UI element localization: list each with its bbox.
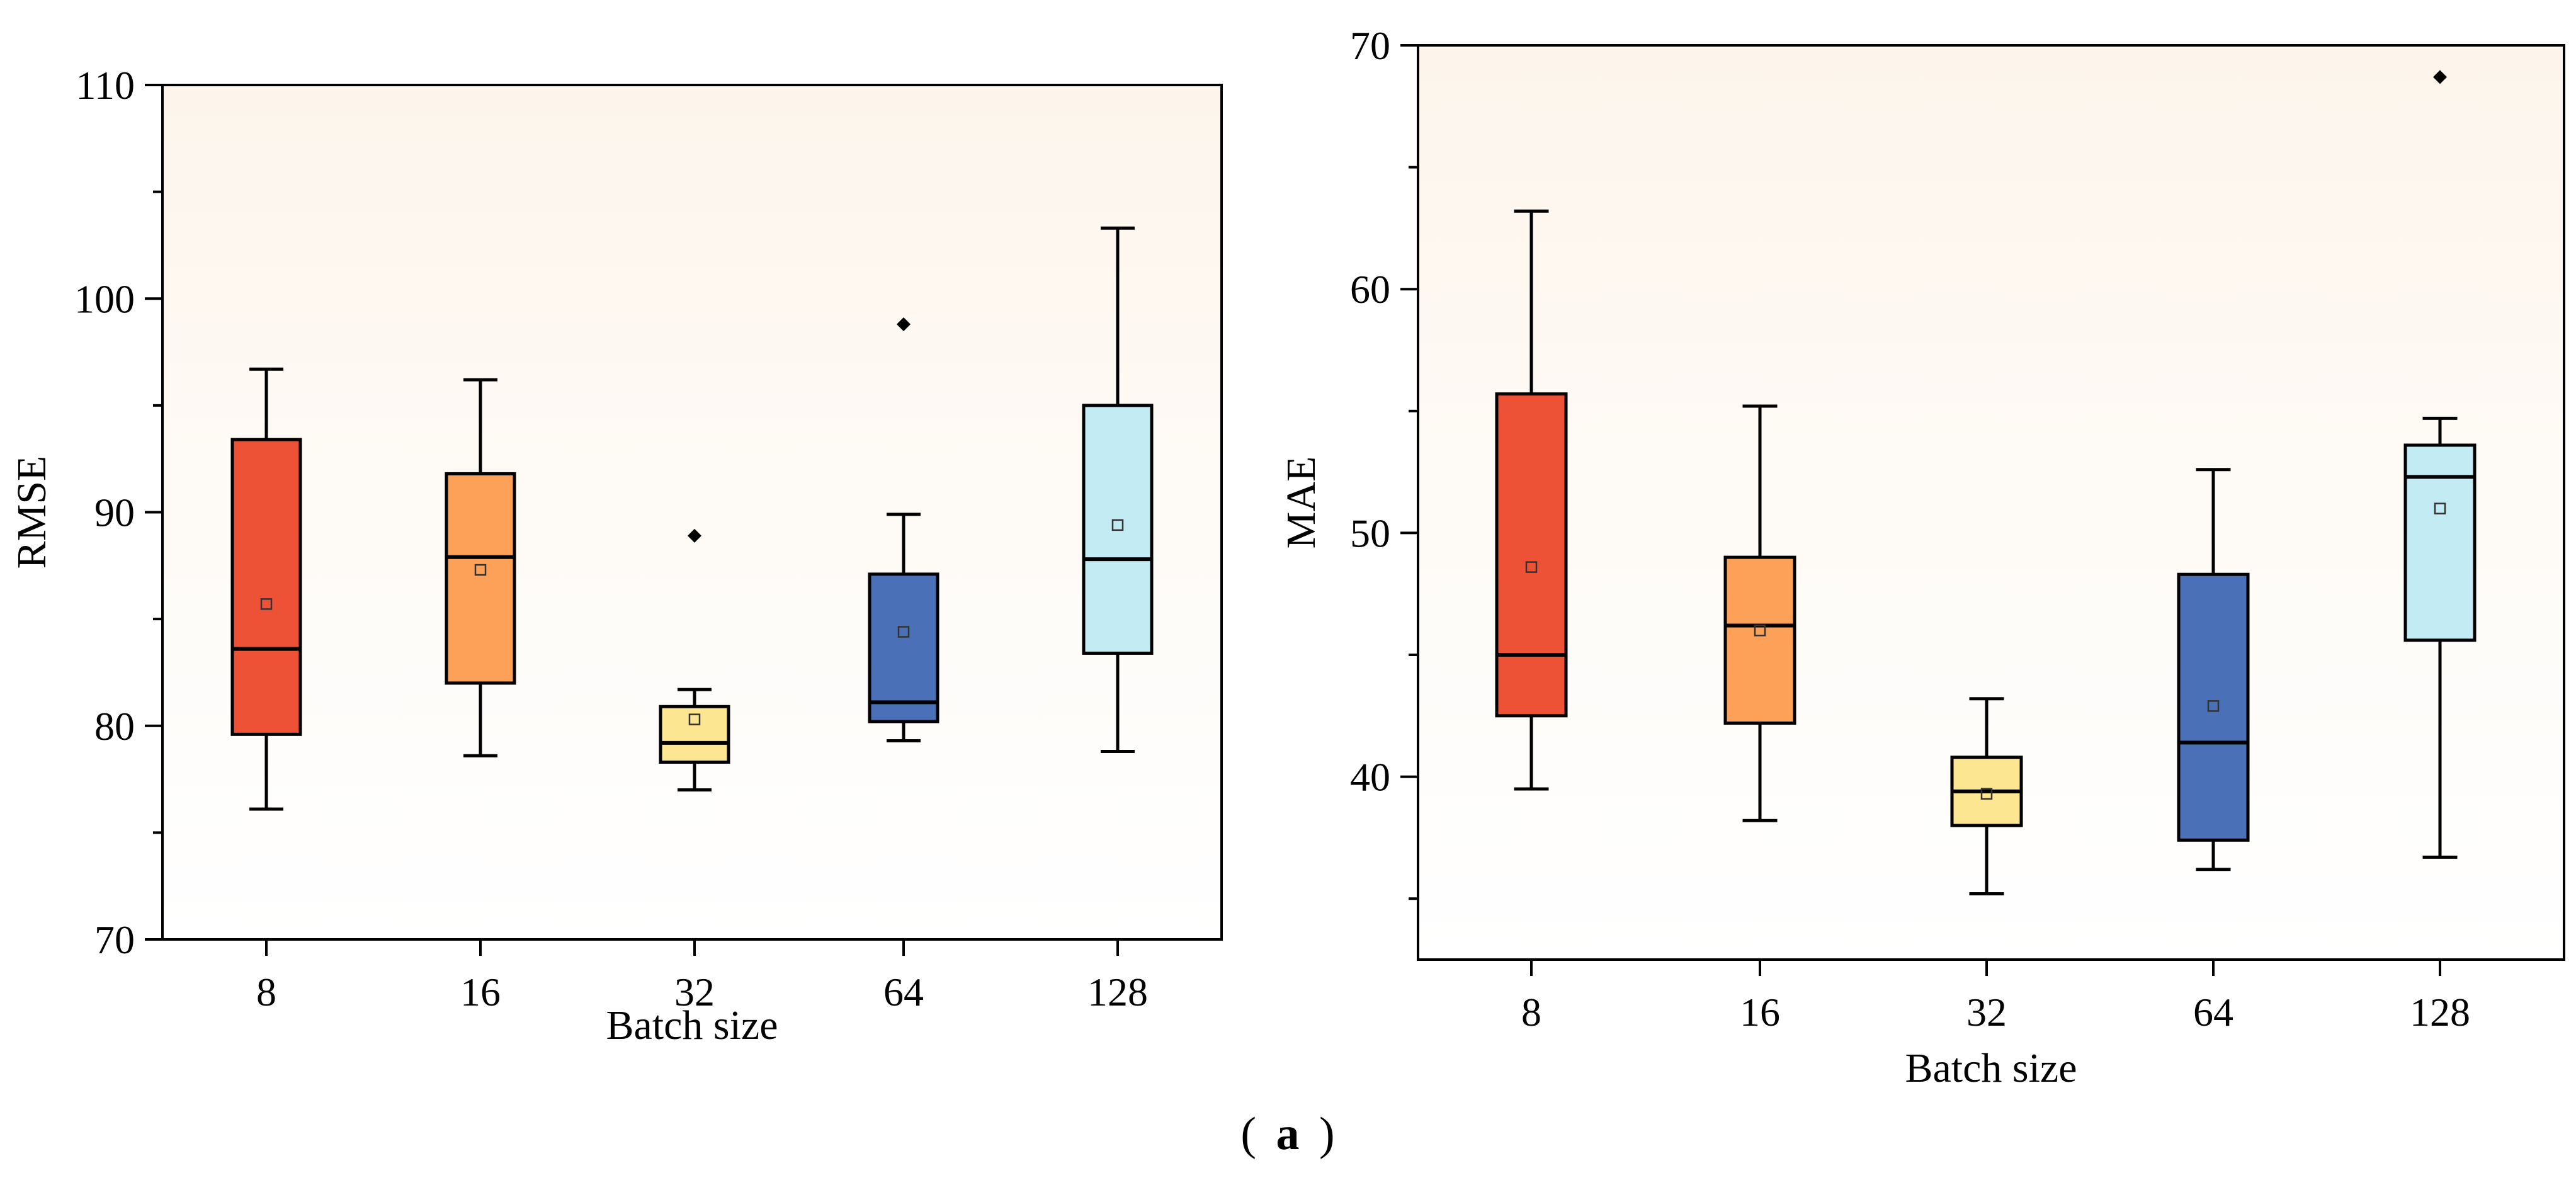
caption-close-paren: ) xyxy=(1319,1108,1335,1160)
outlier-point xyxy=(688,528,701,543)
x-tick-label: 128 xyxy=(2410,990,2470,1035)
plot-frame xyxy=(161,84,1223,941)
box-16 xyxy=(1723,555,1796,725)
y-tick-label: 70 xyxy=(94,917,135,962)
box-32 xyxy=(659,705,730,764)
x-axis-label: Batch size xyxy=(606,1002,778,1048)
rmse-chart: 70 80 90 100 110 8 16 32 64 128 Batch size RMSE xyxy=(9,63,1223,1048)
box-64 xyxy=(868,572,939,723)
outlier-point xyxy=(897,317,911,331)
x-axis-label: Batch size xyxy=(1905,1045,2077,1091)
box-64 xyxy=(2177,572,2250,842)
x-tick-label: 8 xyxy=(256,970,276,1014)
y-tick-label: 70 xyxy=(1350,23,1390,68)
x-tick-label: 128 xyxy=(1087,970,1148,1014)
x-tick-label: 32 xyxy=(674,970,715,1014)
box-128 xyxy=(2403,443,2477,642)
mean-marker xyxy=(474,564,487,576)
y-tick-label: 100 xyxy=(74,276,135,321)
x-tick-label: 16 xyxy=(460,970,501,1014)
mean-marker xyxy=(1754,625,1766,637)
y-axis-label: RMSE xyxy=(9,456,55,569)
caption-open-paren: ( xyxy=(1240,1108,1256,1160)
y-tick-label: 90 xyxy=(94,490,135,535)
caption-label: a xyxy=(1276,1108,1300,1160)
plot-background xyxy=(162,85,1222,939)
mae-chart: 40 50 60 70 8 16 32 64 128 Batch size MAE xyxy=(1278,23,2565,1091)
mean-marker xyxy=(260,598,273,610)
y-axis-label: MAE xyxy=(1278,456,1324,549)
mean-marker xyxy=(688,713,701,725)
mean-marker xyxy=(1111,519,1124,531)
outlier-point xyxy=(2433,70,2447,84)
box-8 xyxy=(1495,392,1568,718)
y-tick-label: 80 xyxy=(94,704,135,749)
y-tick-label: 50 xyxy=(1350,511,1390,555)
mean-marker xyxy=(1525,561,1538,573)
mean-marker xyxy=(2207,700,2220,712)
mean-marker xyxy=(897,626,910,638)
box-8 xyxy=(230,438,302,736)
x-tick-label: 64 xyxy=(2193,990,2233,1035)
x-tick-label: 16 xyxy=(1740,990,1780,1035)
y-tick-label: 60 xyxy=(1350,267,1390,312)
x-tick-label: 32 xyxy=(1966,990,2007,1035)
x-tick-label: 8 xyxy=(1521,990,1541,1035)
x-tick-label: 64 xyxy=(883,970,924,1014)
y-tick-label: 110 xyxy=(76,63,135,108)
mean-marker xyxy=(1980,788,1993,800)
y-tick-label: 40 xyxy=(1350,755,1390,800)
box-16 xyxy=(445,472,516,685)
plot-frame xyxy=(1417,44,2565,961)
mean-marker xyxy=(2434,502,2446,514)
